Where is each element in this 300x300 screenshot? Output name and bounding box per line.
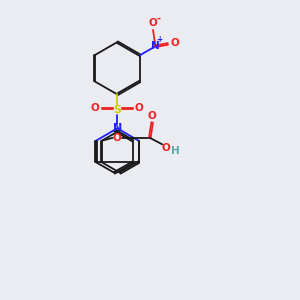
Text: O: O [91, 103, 100, 113]
Text: H: H [171, 146, 180, 156]
Text: O: O [148, 111, 157, 121]
Text: N: N [151, 41, 160, 51]
Text: N: N [113, 123, 122, 133]
Text: O: O [113, 133, 122, 143]
Text: O: O [170, 38, 179, 48]
Text: -: - [157, 14, 161, 24]
Text: O: O [149, 18, 158, 28]
Text: +: + [157, 35, 163, 44]
Text: S: S [113, 105, 121, 115]
Text: O: O [135, 103, 144, 113]
Text: O: O [162, 143, 170, 153]
